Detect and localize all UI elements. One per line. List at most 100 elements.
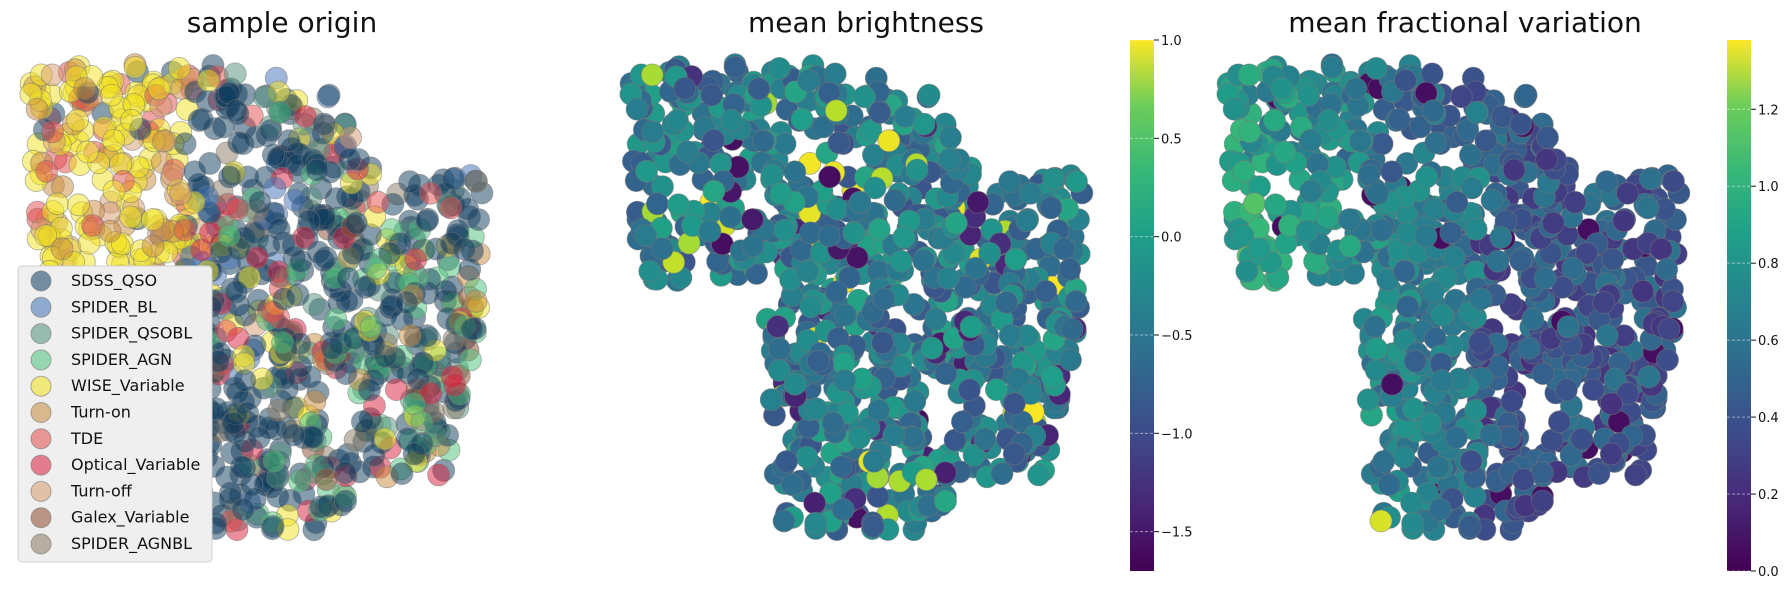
scatter-point <box>102 179 126 203</box>
scatter-point <box>1034 279 1058 303</box>
scatter-point <box>1500 389 1524 413</box>
scatter-point <box>646 192 669 216</box>
scatter-point <box>1595 170 1619 194</box>
scatter-point <box>1372 450 1395 473</box>
scatter-point <box>883 188 907 212</box>
legend-marker <box>30 402 52 423</box>
scatter-point <box>366 190 390 214</box>
scatter-point <box>924 307 948 331</box>
scatter-point <box>1421 99 1445 123</box>
scatter-point <box>1430 369 1454 392</box>
scatter-point <box>795 445 819 469</box>
legend-marker <box>30 428 52 450</box>
scatter-point <box>1320 55 1344 79</box>
scatter-point <box>936 266 960 290</box>
scatter-point <box>1377 473 1401 497</box>
colorbar-tick-label: −0.5 <box>1161 329 1193 344</box>
scatter-point <box>666 108 689 132</box>
scatter-point <box>1222 97 1246 121</box>
scatter-point <box>862 143 885 167</box>
scatter-point <box>301 425 325 449</box>
scatter-point <box>1040 365 1064 389</box>
scatter-point <box>1396 295 1420 319</box>
colorbar-gradient <box>1130 40 1154 571</box>
scatter-point <box>868 101 892 124</box>
scatter-point <box>990 462 1014 486</box>
scatter-point <box>1531 362 1555 386</box>
legend-marker <box>30 323 52 345</box>
scatter-point <box>766 315 790 338</box>
scatter-point <box>867 398 890 422</box>
scatter-point <box>1459 449 1483 473</box>
scatter-point <box>1556 315 1580 339</box>
scatter-point <box>877 129 901 153</box>
scatter-point <box>266 485 290 508</box>
scatter-point <box>1511 468 1535 492</box>
scatter-point <box>1059 348 1082 372</box>
scatter-point <box>1424 131 1448 155</box>
scatter-point <box>796 259 819 283</box>
scatter-point <box>1357 163 1381 187</box>
scatter-point <box>1370 218 1394 242</box>
scatter-point <box>406 367 430 391</box>
scatter-point <box>912 248 935 272</box>
scatter-point <box>384 378 408 402</box>
scatter-point <box>1639 167 1662 191</box>
colorbar-tick-label: −1.5 <box>1161 526 1193 541</box>
scatter-point <box>772 509 796 533</box>
scatter-point <box>1364 57 1388 80</box>
scatter-point <box>1427 455 1450 479</box>
scatter-point <box>334 489 357 513</box>
scatter-point <box>263 176 287 200</box>
scatter-point <box>1058 257 1082 281</box>
scatter-point <box>901 425 925 449</box>
scatter-point <box>227 131 251 155</box>
scatter-point <box>973 427 997 451</box>
colorbar-tick-label: 0.4 <box>1758 411 1779 426</box>
scatter-point <box>867 217 891 241</box>
scatter-point <box>845 246 869 270</box>
scatter-point <box>1464 398 1487 422</box>
scatter-point <box>245 246 269 270</box>
scatter-point <box>1297 83 1320 107</box>
legend-label: SDSS_QSO <box>71 271 157 291</box>
scatter-point <box>398 323 422 347</box>
scatter-point <box>634 224 658 247</box>
scatter-point <box>1445 190 1469 214</box>
scatter-point <box>1531 489 1554 513</box>
scatter-point <box>1465 101 1489 124</box>
scatter-point <box>336 266 360 290</box>
scatter-point <box>1599 442 1623 466</box>
scatter-point <box>723 55 747 79</box>
scatter-point <box>1370 132 1394 156</box>
scatter-point <box>364 256 388 280</box>
scatter-point <box>338 147 362 171</box>
scatter-point <box>98 219 122 243</box>
scatter-point <box>211 115 235 139</box>
scatter-point <box>312 248 335 272</box>
scatter-point <box>1349 129 1372 153</box>
colorbar-tick-label: 0.0 <box>1161 231 1182 246</box>
scatter-point <box>1599 392 1623 416</box>
scatter-point <box>225 197 249 221</box>
scatter-point <box>231 497 255 521</box>
scatter-point <box>760 163 784 187</box>
scatter-point <box>1616 382 1640 405</box>
scatter-point <box>889 249 913 273</box>
scatter-point <box>1394 69 1417 92</box>
scatter-point <box>702 179 726 203</box>
scatter-point <box>404 247 428 271</box>
scatter-point <box>806 349 830 373</box>
scatter-point <box>196 69 220 92</box>
scatter-point <box>1587 462 1611 486</box>
scatter-point <box>1409 115 1432 139</box>
scatter-point <box>1464 217 1488 241</box>
colorbar-tick-label: 0.0 <box>1758 565 1779 580</box>
scatter-point <box>863 176 887 200</box>
scatter-point <box>1414 224 1438 248</box>
scatter-point <box>759 388 783 412</box>
scatter-point <box>1474 129 1498 153</box>
scatter-point <box>1052 237 1076 261</box>
scatter-point <box>741 208 764 231</box>
scatter-point <box>40 63 64 87</box>
